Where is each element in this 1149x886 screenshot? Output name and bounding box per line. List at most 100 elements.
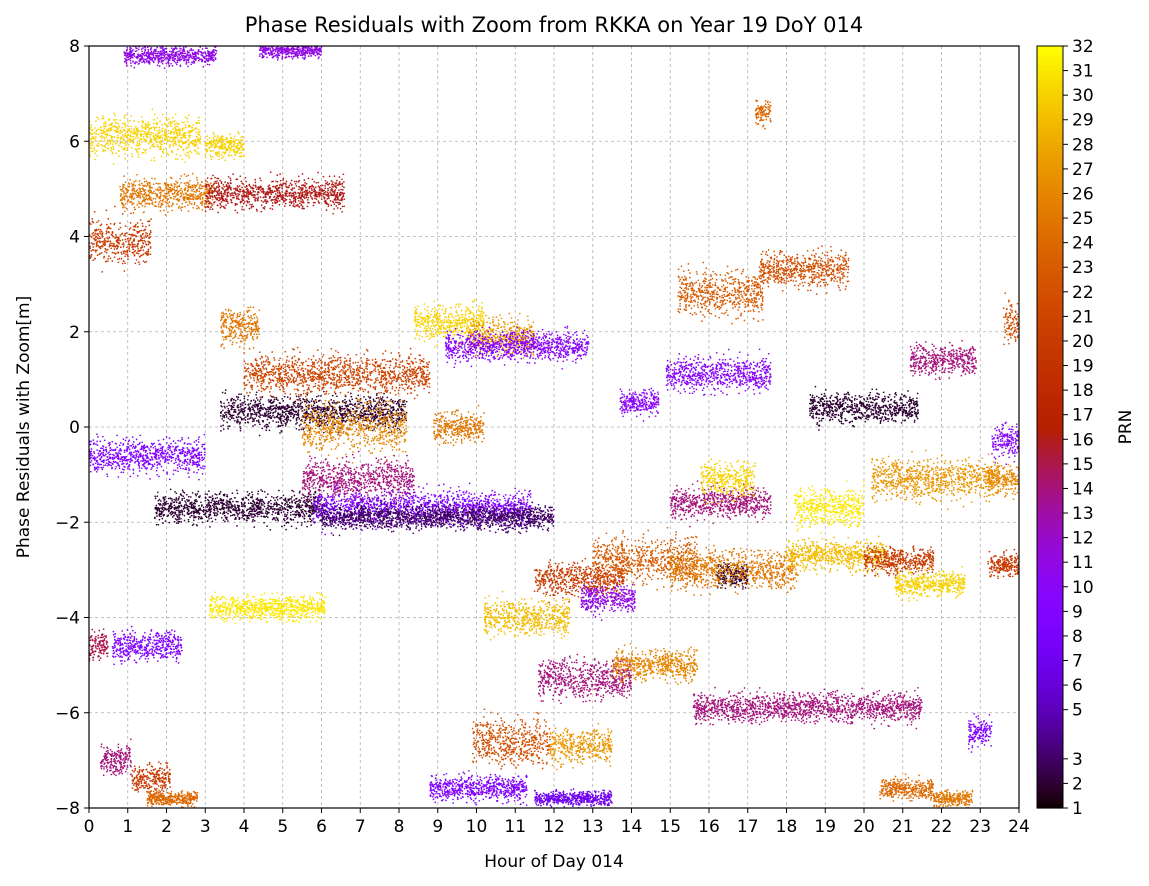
data-point [155,198,157,200]
data-point [181,439,183,441]
data-point [194,53,196,55]
data-point [126,53,128,55]
data-point [261,204,263,206]
data-point [166,471,168,473]
data-point [285,184,287,186]
data-point [128,182,130,184]
data-point [188,201,190,203]
data-point [190,187,192,189]
data-point [107,129,109,131]
data-point [110,135,112,137]
data-point [284,52,286,54]
data-point [169,190,171,192]
data-point [110,465,112,467]
data-point [309,40,311,42]
data-point [122,207,124,209]
data-point [173,469,175,471]
data-point [217,143,219,145]
data-point [115,122,117,124]
data-point [199,143,201,145]
data-point [181,141,183,143]
data-point [254,179,256,181]
data-point [138,60,140,62]
data-point [312,49,314,51]
data-point [143,127,145,129]
data-point [138,201,140,203]
data-point [134,458,136,460]
data-point [274,190,276,192]
data-point [270,193,272,195]
data-point [124,466,126,468]
data-point [143,450,145,452]
data-point [173,54,175,56]
data-point [143,237,145,239]
data-point [299,202,301,204]
data-point [205,56,207,58]
data-point [758,111,760,113]
data-point [246,188,248,190]
data-point [213,191,215,193]
data-point [121,132,123,134]
data-point [138,191,140,193]
data-point [102,436,104,438]
data-point [177,135,179,137]
data-point [178,463,180,465]
data-point [113,163,115,165]
data-point [134,208,136,210]
data-point [169,139,171,141]
data-point [327,188,329,190]
data-point [239,188,241,190]
data-point [323,198,325,200]
data-point [138,465,140,467]
data-point [276,199,278,201]
data-point [160,206,162,208]
data-point [305,194,307,196]
data-point [123,204,125,206]
data-point [186,447,188,449]
data-point [130,55,132,57]
data-point [107,148,109,150]
data-point [111,137,113,139]
data-point [342,196,344,198]
data-point [339,199,341,201]
data-point [182,468,184,470]
data-point [96,246,98,248]
data-point [143,260,145,262]
data-point [164,52,166,54]
data-point [202,48,204,50]
data-point [769,107,771,109]
data-point [98,220,100,222]
data-point [131,242,133,244]
data-point [175,125,177,127]
data-point [97,436,99,438]
data-point [201,52,203,54]
data-point [158,463,160,465]
data-point [147,57,149,59]
data-point [137,226,139,228]
data-point [137,444,139,446]
data-point [138,49,140,51]
data-point [167,132,169,134]
data-point [245,195,247,197]
data-point [330,205,332,207]
data-point [164,56,166,58]
data-point [150,468,152,470]
data-point [311,188,313,190]
data-point [762,115,764,117]
data-point [91,236,93,238]
data-point [204,434,206,436]
data-point [148,448,150,450]
data-point [125,225,127,227]
data-point [119,119,121,121]
data-point [298,200,300,202]
data-point [164,193,166,195]
data-point [308,187,310,189]
data-point [97,233,99,235]
data-point [177,58,179,60]
data-point [204,466,206,468]
data-point [90,132,92,134]
data-point [233,150,235,152]
data-point [143,148,145,150]
data-point [212,150,214,152]
data-point [134,462,136,464]
